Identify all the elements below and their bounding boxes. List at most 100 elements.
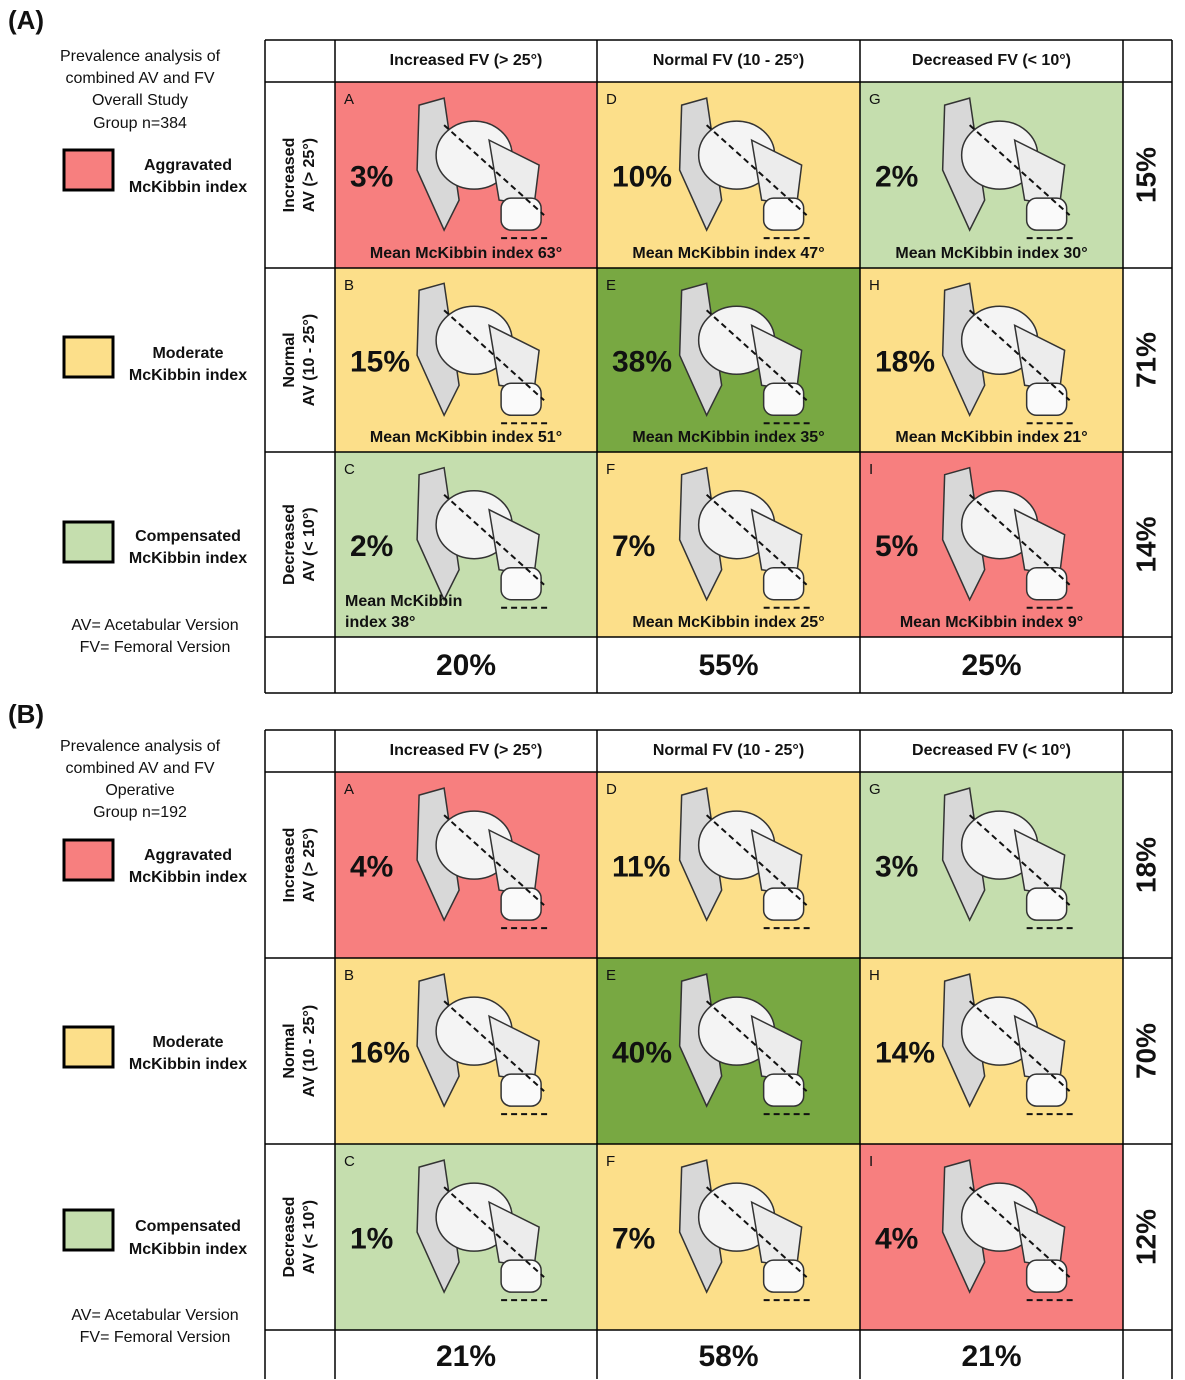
column-total: 21% [961,1340,1021,1373]
description-line: Group n=384 [93,115,187,132]
column-total: 58% [698,1340,758,1373]
cell-percent: 7% [612,1223,655,1256]
column-header: Increased FV (> 25°) [390,742,543,759]
bone-illustration [500,887,542,921]
axis-dashes [705,309,808,402]
legend-label: Aggravated [144,847,232,864]
axis-dashes [705,493,808,586]
cell-percent: 7% [612,530,655,563]
bone-illustration [1025,1259,1068,1293]
column-total: 20% [436,649,496,682]
legend-swatch [62,1025,115,1069]
row-total: 18% [1130,837,1161,893]
mean-index: Mean McKibbin [345,593,462,610]
legend-label: McKibbin index [129,179,247,196]
bone-illustration [762,1259,805,1293]
cell-percent: 5% [875,530,918,563]
axis-dashes [443,1186,545,1278]
row-header: Normal [281,332,298,387]
cell-percent: 14% [875,1037,935,1070]
legend-label: Moderate [152,1034,223,1051]
legend-label: Compensated [135,1218,241,1235]
panel-label: (B) [8,699,44,729]
cell-letter: A [344,781,354,798]
mean-index: Mean McKibbin index 35° [632,429,824,446]
description-line: Overall Study [92,92,188,109]
mean-index: Mean McKibbin index 51° [370,429,562,446]
description-line: Operative [105,782,174,799]
description-line: combined AV and FV [65,760,214,777]
axis-dashes [968,1000,1071,1092]
cell-letter: E [606,967,616,984]
bone-illustration [762,887,805,921]
bone-illustration [500,1073,542,1107]
legend-swatch [62,148,115,192]
axis-dashes [443,124,545,216]
axis-dashes [968,309,1071,402]
column-total: 21% [436,1340,496,1373]
cell-letter: E [606,277,616,294]
axis-dashes [705,814,808,906]
axis-dashes [968,493,1071,586]
bone-illustration [762,1073,805,1107]
row-total: 71% [1130,332,1161,388]
row-header: AV (> 25°) [301,828,318,902]
bone-illustration [1025,566,1068,601]
bone-illustration [762,197,805,231]
cell-percent: 4% [875,1223,918,1256]
cell-percent: 4% [350,851,393,884]
cell-percent: 3% [350,161,393,194]
row-total: 14% [1130,516,1161,572]
legend-label: McKibbin index [129,869,247,886]
bone-illustration [1025,887,1068,921]
column-header: Increased FV (> 25°) [390,52,543,69]
axis-dashes [443,493,545,586]
legend-swatch [62,838,115,882]
description-line: Group n=192 [93,804,187,821]
cell-percent: 38% [612,346,672,379]
mean-index: index 38° [345,614,415,631]
cell-letter: D [606,781,617,798]
mean-index: Mean McKibbin index 25° [632,614,824,631]
row-header: AV (> 25°) [301,138,318,212]
legend-swatch [62,335,115,379]
cell-percent: 18% [875,346,935,379]
cell-percent: 3% [875,851,918,884]
mean-index: Mean McKibbin index 9° [900,614,1083,631]
cell-letter: A [344,91,354,108]
bone-illustration [500,382,542,417]
legend-label: McKibbin index [129,367,247,384]
cell-letter: D [606,91,617,108]
bone-illustration [1025,1073,1068,1107]
legend-label: McKibbin index [129,1056,247,1073]
axis-dashes [705,1000,808,1092]
panel-label: (A) [8,5,44,35]
footnote: FV= Femoral Version [80,639,231,656]
column-header: Normal FV (10 - 25°) [653,742,804,759]
row-total: 12% [1130,1209,1161,1265]
cell-letter: F [606,461,615,478]
axis-dashes [443,1000,545,1092]
row-header: AV (< 10°) [301,1200,318,1274]
legend-swatch [62,1208,115,1252]
bone-illustration [500,197,542,231]
row-header: Increased [281,828,298,903]
footnote: FV= Femoral Version [80,1329,231,1346]
row-header: Decreased [281,504,298,585]
row-total: 15% [1130,147,1161,203]
cell-percent: 15% [350,346,410,379]
bone-illustration [500,566,542,601]
axis-dashes [705,124,808,216]
cell-letter: B [344,277,354,294]
cell-percent: 40% [612,1037,672,1070]
cell-percent: 10% [612,161,672,194]
cell-percent: 11% [612,851,670,884]
footnote: AV= Acetabular Version [71,617,238,634]
column-header: Decreased FV (< 10°) [912,742,1071,759]
legend-label: Aggravated [144,157,232,174]
bone-illustration [1025,382,1068,417]
cell-letter: G [869,781,881,798]
cell-percent: 1% [350,1223,393,1256]
bone-illustration [762,566,805,601]
